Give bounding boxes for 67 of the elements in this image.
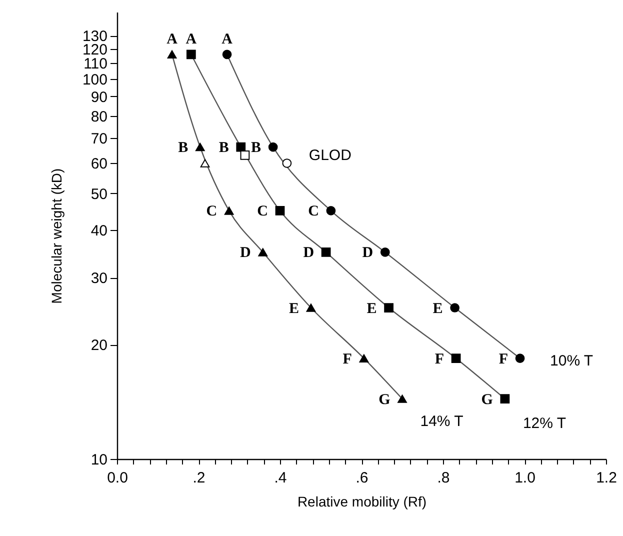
point xyxy=(515,354,525,364)
annotation: C xyxy=(206,204,218,220)
point xyxy=(222,50,232,60)
annotation: A xyxy=(222,31,233,48)
point xyxy=(186,50,196,60)
annotation: B xyxy=(218,140,229,156)
y-axis-title: Molecular weight (kD) xyxy=(48,168,64,304)
series-label: GLOD xyxy=(308,147,352,164)
point xyxy=(380,248,390,257)
annotation: G xyxy=(481,392,494,408)
annotation: G xyxy=(378,392,391,408)
x-axis-title: Relative mobility (Rf) xyxy=(297,494,427,510)
annotation: D xyxy=(240,245,252,262)
x-tick-label: 1.2 xyxy=(596,470,617,486)
annotation: B xyxy=(251,140,262,156)
point xyxy=(258,248,268,256)
point xyxy=(450,303,460,312)
point xyxy=(306,304,316,312)
x-tick-label: 0.0 xyxy=(107,470,128,486)
point xyxy=(200,159,210,168)
point xyxy=(500,394,510,404)
x-tick-label: .6 xyxy=(356,470,368,486)
y-tick-label: 10 xyxy=(90,452,108,468)
point xyxy=(398,394,407,403)
annotation: A xyxy=(166,31,178,48)
x-tick-label: .8 xyxy=(437,470,450,486)
series-label: 14% T xyxy=(420,412,464,430)
annotation: B xyxy=(178,140,188,156)
x-tick-label: .4 xyxy=(274,470,287,486)
annotation: F xyxy=(342,351,352,368)
y-tick-label: 60 xyxy=(90,156,108,173)
point xyxy=(268,142,278,152)
x-tick-label: .2 xyxy=(192,470,206,486)
annotation: E xyxy=(366,300,377,317)
y-tick-label: 100 xyxy=(82,71,108,88)
y-tick-label: 40 xyxy=(90,222,108,240)
point xyxy=(195,142,205,152)
series-label: 12% T xyxy=(522,414,566,432)
y-tick-label: 30 xyxy=(90,270,108,288)
annotation: A xyxy=(186,31,197,48)
point xyxy=(451,354,461,364)
y-tick-label: 110 xyxy=(84,56,108,73)
point xyxy=(384,303,394,312)
y-tick-label: 20 xyxy=(90,337,108,354)
annotation: C xyxy=(257,204,268,220)
point xyxy=(236,142,246,152)
annotation: D xyxy=(362,245,374,262)
series-label: 10% T xyxy=(550,352,594,370)
x-tick-label: 1.0 xyxy=(514,470,536,486)
annotation: F xyxy=(498,351,508,368)
y-tick-label: 70 xyxy=(90,130,108,148)
point xyxy=(167,50,177,59)
point xyxy=(282,158,292,168)
y-tick-label: 90 xyxy=(90,88,108,106)
point xyxy=(321,248,331,257)
annotation: C xyxy=(308,204,319,220)
annotation: E xyxy=(288,300,299,317)
point xyxy=(326,206,336,216)
point xyxy=(359,354,369,362)
point xyxy=(275,206,285,216)
annotation: E xyxy=(432,300,443,317)
annotation: D xyxy=(303,245,314,262)
annotation: F xyxy=(434,351,444,368)
point xyxy=(240,150,250,160)
y-tick-label: 80 xyxy=(90,108,108,126)
y-tick-label: 50 xyxy=(90,186,108,203)
point xyxy=(224,206,234,215)
